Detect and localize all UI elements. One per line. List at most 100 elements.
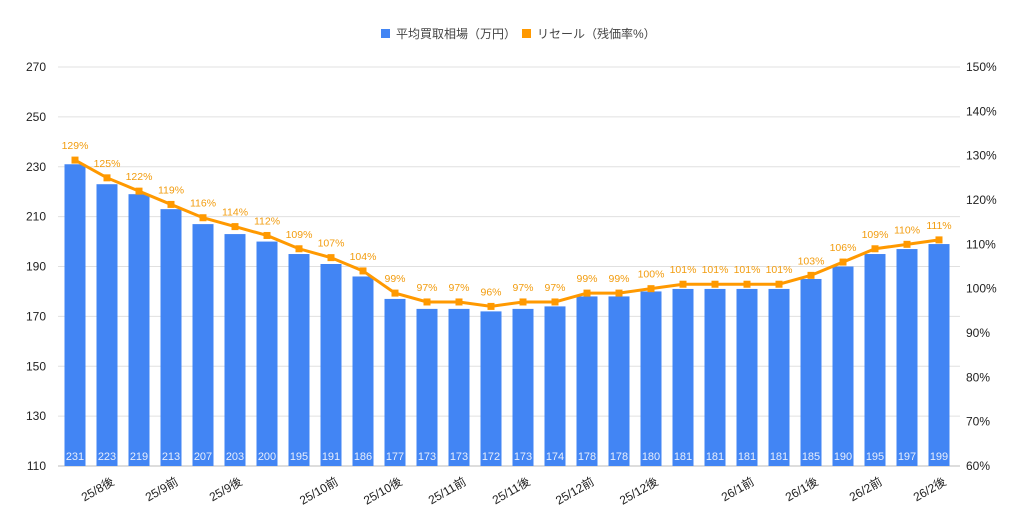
line-value-label: 119% [158,184,184,196]
x-tick-label: 25/9前 [142,474,180,505]
line-point [391,289,399,297]
resale-line [74,158,940,308]
line-value-label: 101% [734,264,761,276]
y-left-tick: 230 [26,160,46,174]
x-tick-label: 26/1前 [718,474,756,505]
bar-value-label: 172 [482,451,500,463]
line-value-label: 99% [608,273,629,285]
bar [768,288,790,466]
line-point [103,174,111,182]
bar [352,276,374,466]
line-value-label: 99% [576,273,597,285]
line-value-label: 109% [286,229,313,241]
line-point [487,302,495,310]
y-right-tick: 120% [966,193,997,207]
bar-value-label: 178 [578,451,596,463]
bar [448,308,470,466]
line-point [935,236,943,244]
line-point [839,258,847,266]
legend-label-line: リセール（残価率%） [537,26,656,41]
line-value-label: 111% [926,220,951,232]
bar-value-label: 191 [322,451,340,463]
line-point [679,280,687,288]
line-value-label: 96% [480,286,501,298]
line-point [167,200,175,208]
bar [256,241,278,466]
x-tick-label: 25/10前 [297,474,341,508]
line-point [807,271,815,279]
bar [96,184,118,467]
y-right-tick: 150% [966,60,997,74]
line-point [199,214,207,222]
line-value-label: 101% [766,264,793,276]
bar [224,234,246,466]
bar-value-label: 223 [98,451,116,463]
bar [288,254,310,466]
y-right-tick: 70% [966,415,990,429]
y-right-tick: 130% [966,149,997,163]
bar-value-label: 219 [130,451,148,463]
bar-value-label: 190 [834,451,852,463]
bar [128,194,150,466]
line-value-label: 116% [190,198,216,210]
line-point [647,285,655,293]
y-left-tick: 170 [26,309,46,323]
bar [416,308,438,466]
line-point [711,280,719,288]
bar [384,298,406,466]
x-tick-label: 25/12前 [553,474,597,508]
bar-value-label: 181 [706,451,724,463]
line-point [583,289,591,297]
line-point [551,298,559,306]
line-value-label: 109% [862,229,889,241]
line-point [71,156,79,164]
line-value-label: 100% [638,269,665,281]
line-value-label: 125% [94,158,121,170]
line-point [359,267,367,275]
bar [64,164,86,466]
bar-value-label: 181 [770,451,788,463]
line-point [775,280,783,288]
y-right-tick: 100% [966,282,997,296]
legend-swatch-bar [381,29,390,38]
line-value-label: 110% [894,224,920,236]
legend-swatch-line [522,29,531,38]
bar-value-label: 231 [66,451,84,463]
y-right-tick: 140% [966,104,997,118]
bar [928,244,950,466]
line-value-label: 122% [126,171,153,183]
bar-value-label: 173 [450,451,468,463]
bar [160,209,182,467]
line-point [519,298,527,306]
bar-value-label: 173 [514,451,532,463]
bar [576,296,598,466]
bar-value-label: 186 [354,451,372,463]
y-right-tick: 80% [966,370,990,384]
line-value-label: 97% [512,282,533,294]
line-value-label: 112% [254,215,280,227]
x-tick-label: 25/9後 [207,474,245,504]
line-point [615,289,623,297]
bar-value-label: 174 [546,451,564,463]
line-value-label: 97% [544,282,565,294]
y-left-tick: 110 [27,459,46,473]
line-value-label: 114% [222,207,248,219]
line-value-label: 103% [798,255,825,267]
y-left-tick: 210 [26,210,46,224]
y-left-tick: 250 [26,110,46,124]
bar-value-label: 203 [226,451,244,463]
line-value-label: 101% [702,264,729,276]
line-point [263,231,271,239]
line-value-label: 97% [416,282,437,294]
bar-value-label: 199 [930,451,948,463]
line-value-label: 97% [448,282,469,294]
bar [672,288,694,466]
line-point [871,245,879,253]
x-tick-label: 25/8後 [79,474,117,504]
bar [192,224,214,466]
bar [480,311,502,466]
bar [896,249,918,466]
bar [544,306,566,466]
bar [320,264,342,466]
bar [864,254,886,466]
